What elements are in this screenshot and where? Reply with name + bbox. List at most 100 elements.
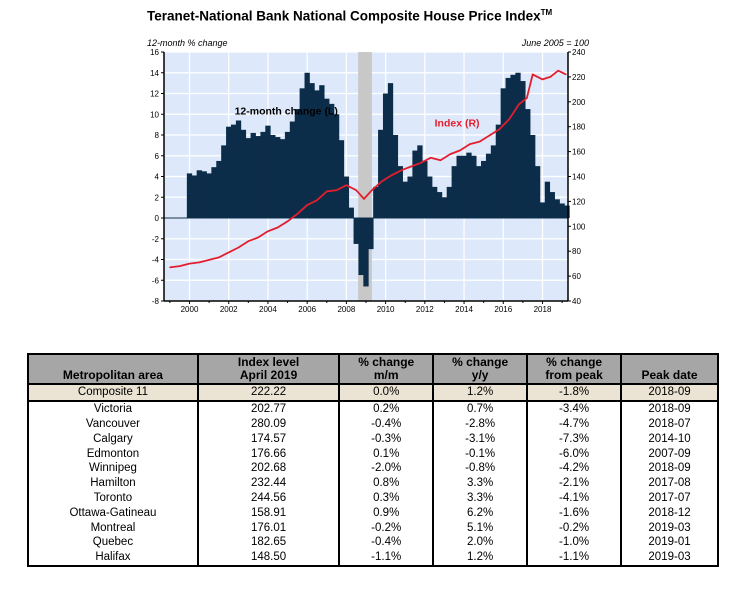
table-header-row: Metropolitan area Index level April 2019% … bbox=[27, 353, 719, 384]
index-point bbox=[316, 199, 318, 201]
x-tick-label: 2014 bbox=[455, 305, 473, 314]
index-point bbox=[518, 103, 520, 105]
index-point bbox=[449, 153, 451, 155]
table-cell: 2017-08 bbox=[620, 475, 719, 491]
x-tick-label: 2010 bbox=[377, 305, 395, 314]
left-axis-label: 12-month % change bbox=[147, 38, 228, 48]
index-point bbox=[400, 169, 402, 171]
column-header: Peak date bbox=[620, 353, 719, 384]
bar-12-month-change bbox=[279, 139, 286, 218]
index-point bbox=[526, 97, 528, 99]
trademark-mark: TM bbox=[540, 8, 553, 17]
bar-12-month-change bbox=[505, 77, 511, 218]
index-point bbox=[257, 236, 259, 239]
table-cell: 148.50 bbox=[196, 549, 341, 567]
table-row: Calgary 174.57 -0.3% -3.1% -7.3% 2014-10 bbox=[27, 431, 719, 447]
left-tick-label: -6 bbox=[152, 276, 160, 285]
table-cell: Halifax bbox=[27, 549, 199, 567]
index-point bbox=[267, 230, 269, 232]
table-cell: 5.1% bbox=[432, 520, 529, 535]
bar-12-month-change bbox=[250, 132, 256, 218]
right-tick-label: 160 bbox=[572, 148, 586, 157]
table-cell: 174.57 bbox=[196, 431, 341, 447]
bar-12-month-change bbox=[539, 202, 546, 218]
bar-12-month-change bbox=[289, 121, 296, 218]
annotation-12-month-change: 12-month change (L) bbox=[235, 105, 338, 117]
bar-12-month-change bbox=[348, 207, 354, 218]
index-point bbox=[335, 189, 338, 191]
table-cell: 0.1% bbox=[338, 446, 435, 461]
metro-area-table: Metropolitan area Index level April 2019% … bbox=[27, 353, 719, 567]
index-point bbox=[541, 78, 544, 80]
column-header-line1: % change bbox=[546, 355, 603, 369]
x-tick-label: 2004 bbox=[259, 305, 277, 314]
bar-12-month-change bbox=[422, 160, 428, 218]
table-row: Hamilton 232.44 0.8% 3.3% -2.1% 2017-08 bbox=[27, 475, 719, 491]
index-point bbox=[218, 256, 220, 259]
left-tick-label: 16 bbox=[150, 48, 159, 57]
bar-12-month-change bbox=[520, 81, 526, 218]
table-cell: 280.09 bbox=[196, 416, 341, 432]
table-cell: Winnipeg bbox=[27, 460, 199, 476]
index-point bbox=[508, 118, 510, 120]
bar-12-month-change bbox=[343, 176, 350, 218]
bar-12-month-change bbox=[358, 218, 364, 276]
table-cell: 3.3% bbox=[432, 490, 529, 506]
table-cell: -2.0% bbox=[338, 460, 435, 476]
index-point bbox=[549, 76, 551, 78]
left-tick-label: 14 bbox=[150, 69, 159, 78]
bar-12-month-change bbox=[515, 72, 521, 218]
table-cell: 2018-07 bbox=[620, 416, 719, 432]
index-point bbox=[277, 226, 279, 229]
index-point bbox=[345, 184, 347, 186]
bar-12-month-change bbox=[304, 72, 310, 218]
bar-12-month-change bbox=[309, 83, 315, 218]
table-cell: 0.9% bbox=[338, 505, 435, 521]
bar-12-month-change bbox=[216, 160, 222, 218]
column-header: % change y/y bbox=[432, 353, 529, 384]
table-cell: -4.1% bbox=[526, 490, 623, 506]
bar-12-month-change bbox=[270, 135, 276, 218]
table-cell: 176.66 bbox=[196, 446, 341, 461]
bar-12-month-change bbox=[534, 166, 541, 218]
chart-title: Teranet-National Bank National Composite… bbox=[147, 8, 552, 24]
index-point bbox=[420, 162, 422, 164]
table-row: Ottawa-Gatineau 158.91 0.9% 6.2% -1.6% 2018-1… bbox=[27, 505, 719, 521]
column-header-line1: % change bbox=[358, 355, 415, 369]
bar-12-month-change bbox=[417, 145, 423, 218]
table-cell: -2.1% bbox=[526, 475, 623, 491]
bar-12-month-change bbox=[196, 170, 202, 218]
x-tick-label: 2002 bbox=[220, 305, 238, 314]
table-cell: Edmonton bbox=[27, 446, 199, 461]
index-point bbox=[228, 251, 230, 254]
bar-12-month-change bbox=[319, 85, 325, 218]
bar-12-month-change bbox=[294, 109, 301, 218]
index-point bbox=[410, 165, 412, 168]
table-cell: 222.22 bbox=[196, 383, 341, 402]
index-point bbox=[498, 128, 500, 130]
index-point bbox=[488, 134, 491, 137]
bar-12-month-change bbox=[510, 74, 516, 218]
left-tick-label: 2 bbox=[155, 193, 160, 202]
bar-12-month-change bbox=[314, 90, 320, 218]
table-cell: -0.8% bbox=[432, 460, 529, 476]
bar-12-month-change bbox=[333, 114, 340, 218]
table-cell: 2017-07 bbox=[620, 490, 719, 506]
bar-12-month-change bbox=[221, 145, 227, 218]
bar-12-month-change bbox=[206, 173, 212, 218]
bar-12-month-change bbox=[549, 192, 555, 218]
left-tick-label: 4 bbox=[155, 173, 160, 182]
right-tick-label: 40 bbox=[572, 297, 581, 306]
index-point bbox=[306, 204, 308, 206]
table-cell: -0.1% bbox=[432, 446, 529, 461]
table-cell: -1.0% bbox=[526, 534, 623, 550]
table-cell: -0.3% bbox=[338, 431, 435, 447]
bar-12-month-change bbox=[324, 98, 330, 218]
bar-12-month-change bbox=[299, 88, 305, 218]
index-point bbox=[169, 266, 171, 268]
bar-12-month-change bbox=[338, 140, 345, 218]
index-point bbox=[381, 180, 383, 183]
table-cell: -0.2% bbox=[526, 520, 623, 535]
index-point bbox=[355, 189, 357, 191]
bar-12-month-change bbox=[284, 131, 291, 218]
